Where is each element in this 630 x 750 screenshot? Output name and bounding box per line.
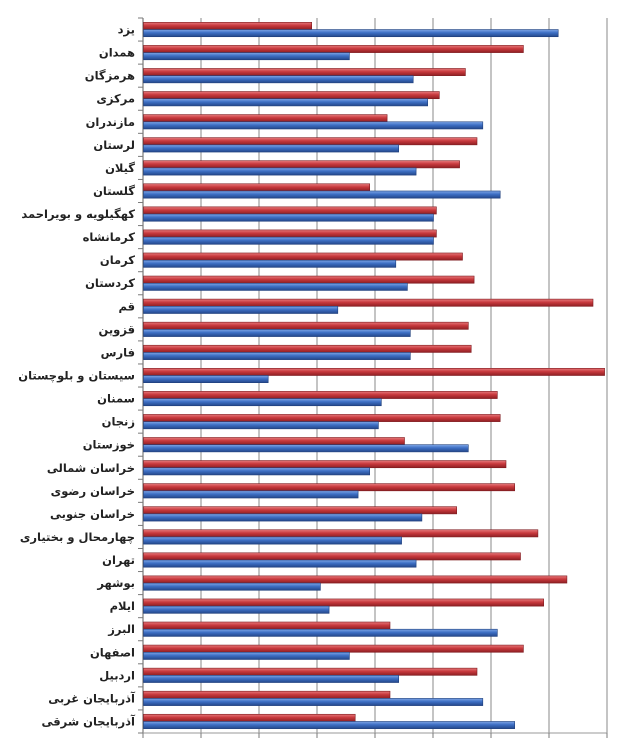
bar-red xyxy=(143,644,524,653)
category-label: اردبیل xyxy=(99,668,135,682)
bar-red xyxy=(143,713,356,722)
category-label: کرمانشاه xyxy=(83,230,136,244)
bar-red xyxy=(143,321,469,330)
bar-red xyxy=(143,275,475,284)
bar-red xyxy=(143,414,501,422)
category-label: ایلام xyxy=(110,599,135,613)
bar-red xyxy=(143,667,478,676)
bar-blue xyxy=(143,121,484,130)
category-label: خراسان رضوی xyxy=(51,484,135,499)
category-label: مازندران xyxy=(86,115,135,129)
bar-blue xyxy=(143,651,350,660)
bar-blue xyxy=(143,721,516,729)
bar-blue xyxy=(143,52,350,61)
category-label: فارس xyxy=(101,345,135,359)
bar-red xyxy=(143,344,472,353)
bar-blue xyxy=(143,236,434,245)
category-label: مرکزی xyxy=(96,92,135,106)
category-label: خراسان جنوبی xyxy=(50,507,135,522)
bar-blue xyxy=(143,490,359,499)
bar-blue xyxy=(143,329,411,337)
category-label: خراسان شمالی xyxy=(47,461,135,475)
category-label: چهارمحال و بختیاری xyxy=(20,530,135,545)
bar-red xyxy=(143,91,440,100)
bar-blue xyxy=(143,421,379,430)
bar-red xyxy=(143,229,437,238)
category-label: سمنان xyxy=(97,392,135,406)
category-label: آذربایجان شرقی xyxy=(42,714,137,728)
bar-blue xyxy=(143,352,411,360)
bar-red xyxy=(143,160,460,169)
bar-blue xyxy=(143,190,501,199)
bar-red xyxy=(143,206,437,215)
category-label: البرز xyxy=(107,622,135,636)
bar-blue xyxy=(143,167,417,176)
bar-red xyxy=(143,690,391,699)
bar-blue xyxy=(143,536,402,545)
bar-blue xyxy=(143,98,429,107)
bar-blue xyxy=(143,282,408,291)
bar-red xyxy=(143,598,545,607)
bar-red xyxy=(143,22,312,30)
bar-red xyxy=(143,183,370,192)
category-label: یزد xyxy=(118,23,135,37)
bar-blue xyxy=(143,605,330,614)
bar-blue xyxy=(143,306,339,314)
bar-red xyxy=(143,552,521,561)
bar-red xyxy=(143,298,594,307)
bar-blue xyxy=(143,444,469,453)
bar-red xyxy=(143,114,388,123)
category-label: خوزستان xyxy=(83,438,135,453)
bar-red xyxy=(143,529,539,538)
bar-blue xyxy=(143,698,484,706)
bar-blue xyxy=(143,144,399,153)
bar-red xyxy=(143,68,466,76)
bar-blue xyxy=(143,513,423,522)
category-label: بوشهر xyxy=(96,576,135,591)
category-label: اصفهان xyxy=(90,645,135,659)
category-label: گلستان xyxy=(93,184,135,198)
bar-red xyxy=(143,621,391,630)
bar-red xyxy=(143,137,478,146)
bar-blue xyxy=(143,559,417,568)
plot-area: یزد همدان هرمزگان مرکزی مازندران لرستان گیلان گ… xyxy=(18,17,608,738)
category-label: گیلان xyxy=(105,161,135,175)
category-label: لرستان xyxy=(93,138,135,152)
category-label: تهران xyxy=(102,553,135,567)
bar-red xyxy=(143,45,524,53)
bar-red xyxy=(143,575,568,584)
bar-blue xyxy=(143,398,382,407)
category-label: قم xyxy=(118,299,135,313)
bar-blue xyxy=(143,675,399,683)
bar-blue xyxy=(143,29,559,38)
bar-red xyxy=(143,460,507,469)
bar-blue xyxy=(143,213,434,222)
bar-blue xyxy=(143,259,397,268)
bar-blue xyxy=(143,467,370,476)
category-label: زنجان xyxy=(102,415,135,429)
category-label: سیستان و بلوچستان xyxy=(18,369,135,384)
category-label: کرمان xyxy=(100,253,135,267)
bar-red xyxy=(143,252,463,261)
category-label: هرمزگان xyxy=(85,69,135,83)
category-label: همدان xyxy=(99,46,135,60)
category-label: قزوین xyxy=(99,322,136,337)
bar-red xyxy=(143,437,405,445)
bar-blue xyxy=(143,375,269,383)
bar-blue xyxy=(143,628,498,637)
bar-red xyxy=(143,391,498,399)
bar-red xyxy=(143,483,516,492)
category-label: آذربایجان غربی xyxy=(48,691,136,705)
bar-red xyxy=(143,367,605,376)
bar-blue xyxy=(143,582,321,591)
bar-red xyxy=(143,506,458,515)
category-label: کهگیلویه و بویراحمد xyxy=(21,207,135,222)
bar-blue xyxy=(143,75,414,84)
category-label: کردستان xyxy=(85,276,135,290)
